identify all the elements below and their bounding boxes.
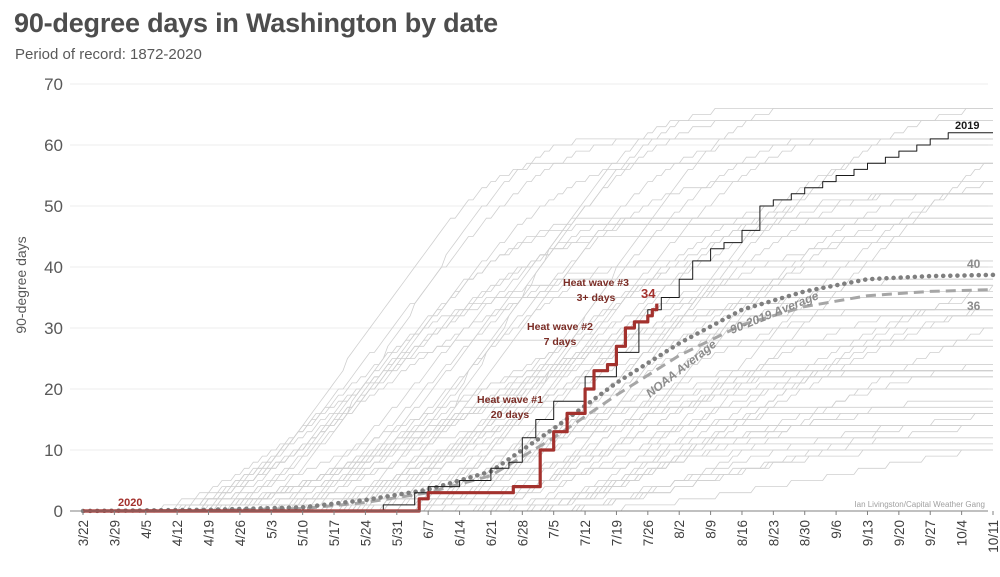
historical-year-line: [83, 162, 993, 512]
x-tick-label: 6/14: [453, 520, 468, 547]
y-tick-label: 10: [44, 441, 63, 460]
x-tick-label: 5/3: [264, 520, 279, 539]
x-tick-label: 3/29: [107, 520, 122, 546]
x-tick-label: 5/31: [390, 520, 405, 546]
heat-wave-3-days: 3+ days: [577, 292, 616, 304]
x-tick-label: 8/2: [672, 520, 687, 539]
x-tick-label: 7/19: [609, 520, 624, 546]
heat-wave-2-title: Heat wave #2: [527, 321, 593, 333]
average-series-label: 90-2019 Average: [728, 288, 821, 336]
x-tick-label: 6/28: [515, 520, 530, 546]
historical-year-line: [83, 162, 993, 512]
series-line-2020: [83, 303, 659, 513]
current-value-label: 34: [641, 286, 656, 301]
x-tick-label: 9/13: [860, 520, 875, 546]
x-tick-label: 9/6: [829, 520, 844, 539]
x-tick-label: 8/23: [766, 520, 781, 546]
series-line-90-2019-average: [80, 272, 996, 514]
x-axis-ticks: 3/22 3/29 4/5 4/12 4/19 4/26 5/3 5/10 5/17 5/24 5/…: [76, 511, 1000, 553]
y-axis-ticks: 0 10 20 30 40 50 60 70: [44, 75, 63, 521]
heat-wave-3-title: Heat wave #3: [563, 277, 629, 289]
x-tick-label: 4/5: [139, 520, 154, 539]
y-tick-label: 50: [44, 197, 63, 216]
x-tick-label: 9/20: [892, 520, 907, 546]
x-tick-label: 8/16: [735, 520, 750, 546]
page-subtitle: Period of record: 1872-2020: [15, 46, 202, 63]
y-tick-label: 30: [44, 319, 63, 338]
y-axis-label: 90-degree days: [13, 236, 29, 333]
heat-wave-1-title: Heat wave #1: [477, 394, 543, 406]
series-lines: [80, 132, 996, 514]
page-title: 90-degree days in Washington by date: [14, 8, 498, 38]
y-tick-label: 0: [54, 502, 63, 521]
historical-year-line: [83, 278, 993, 512]
y-tick-label: 40: [44, 258, 63, 277]
historical-year-line: [83, 162, 993, 512]
x-tick-label: 4/12: [170, 520, 185, 546]
x-tick-label: 8/30: [798, 520, 813, 546]
y-tick-label: 60: [44, 136, 63, 155]
heat-wave-1-days: 20 days: [491, 409, 530, 421]
y-tick-label: 70: [44, 75, 63, 94]
x-tick-label: 10/11: [986, 520, 1000, 553]
x-tick-label: 6/7: [421, 520, 436, 539]
x-tick-label: 4/26: [233, 520, 248, 546]
series-2019-label: 2019: [955, 120, 979, 132]
historical-year-lines: [83, 108, 994, 512]
average-end-label: 40: [967, 257, 981, 271]
x-tick-label: 10/4: [955, 520, 970, 547]
series-line-2019: [83, 132, 993, 512]
y-tick-label: 20: [44, 380, 63, 399]
x-tick-label: 3/22: [76, 520, 91, 546]
historical-year-line: [83, 236, 993, 512]
x-tick-label: 7/26: [641, 520, 656, 546]
x-tick-label: 5/17: [327, 520, 342, 546]
x-tick-label: 5/24: [358, 520, 373, 547]
x-tick-label: 9/27: [923, 520, 938, 546]
x-tick-label: 7/5: [547, 520, 562, 539]
series-line-noaa-average: [82, 288, 994, 513]
noaa-end-label: 36: [967, 299, 981, 313]
x-tick-label: 6/21: [484, 520, 499, 546]
x-tick-label: 5/10: [296, 520, 311, 546]
historical-year-line: [83, 138, 993, 512]
historical-year-line: [83, 339, 993, 512]
x-tick-label: 4/19: [202, 520, 217, 546]
historical-year-line: [83, 217, 993, 512]
heat-wave-2-days: 7 days: [544, 336, 577, 348]
x-tick-label: 8/9: [704, 520, 719, 539]
x-tick-label: 7/12: [578, 520, 593, 546]
credit-text: Ian Livingston/Capital Weather Gang: [854, 500, 985, 509]
historical-year-line: [83, 162, 993, 512]
series-2020-label: 2020: [118, 497, 142, 509]
